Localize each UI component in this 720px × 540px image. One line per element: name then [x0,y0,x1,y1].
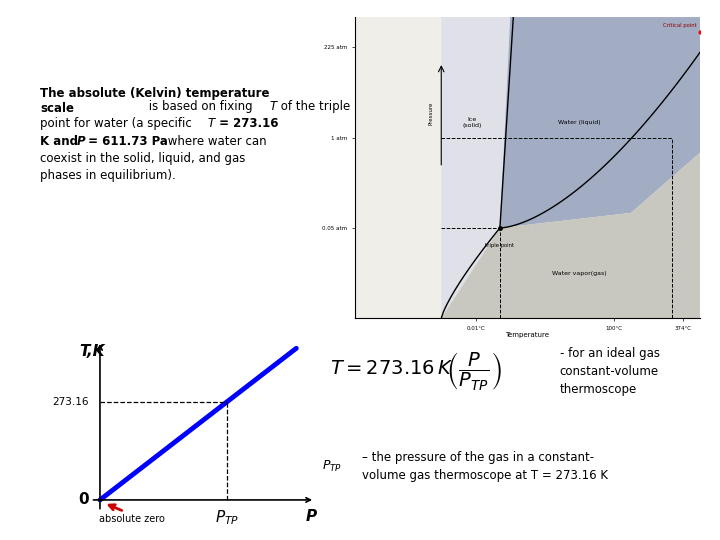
Text: absolute zero: absolute zero [99,515,165,524]
Text: The absolute (Kelvin) temperature
scale: The absolute (Kelvin) temperature scale [40,87,269,115]
Text: = 611.73 Pa: = 611.73 Pa [84,134,168,147]
Text: T,K: T,K [80,344,105,359]
Text: $T = 273.16\,K\!\left(\dfrac{P}{P_{TP}}\right)$: $T = 273.16\,K\!\left(\dfrac{P}{P_{TP}}\… [330,350,501,392]
Text: Pressure: Pressure [428,102,433,125]
X-axis label: Temperature: Temperature [505,332,549,339]
Polygon shape [441,153,700,318]
Text: Water vapor(gas): Water vapor(gas) [552,271,606,275]
Polygon shape [441,17,510,318]
Text: Water (liquid): Water (liquid) [558,120,600,125]
Text: P: P [306,509,317,524]
Text: of the triple: of the triple [277,100,350,113]
Polygon shape [500,17,700,228]
Text: K and: K and [40,134,82,147]
Text: – the pressure of the gas in a constant-
volume gas thermoscope at T = 273.16 K: – the pressure of the gas in a constant-… [362,451,608,482]
Text: - for an ideal gas
constant-volume
thermoscope: - for an ideal gas constant-volume therm… [559,347,660,396]
Text: $P_{TP}$: $P_{TP}$ [322,459,342,474]
Text: Critical point: Critical point [663,23,696,28]
Text: $P_{TP}$: $P_{TP}$ [215,509,239,527]
Text: = 273.16: = 273.16 [215,117,279,131]
Text: 273.16: 273.16 [53,397,89,407]
Text: phases in equilibrium).: phases in equilibrium). [40,168,176,182]
Text: The Absolute (Kelvin) Temperature Scale: The Absolute (Kelvin) Temperature Scale [71,19,649,43]
Text: coexist in the solid, liquid, and gas: coexist in the solid, liquid, and gas [40,152,246,165]
Text: Ice
(solid): Ice (solid) [463,117,482,128]
Text: where water can: where water can [164,134,266,147]
Text: triple point: triple point [485,243,515,248]
Text: 0: 0 [78,492,89,508]
Text: T: T [270,100,277,113]
Text: T: T [208,117,215,131]
Text: P: P [77,134,86,147]
Text: point for water (a specific: point for water (a specific [40,117,199,131]
Text: is based on fixing: is based on fixing [145,100,256,113]
